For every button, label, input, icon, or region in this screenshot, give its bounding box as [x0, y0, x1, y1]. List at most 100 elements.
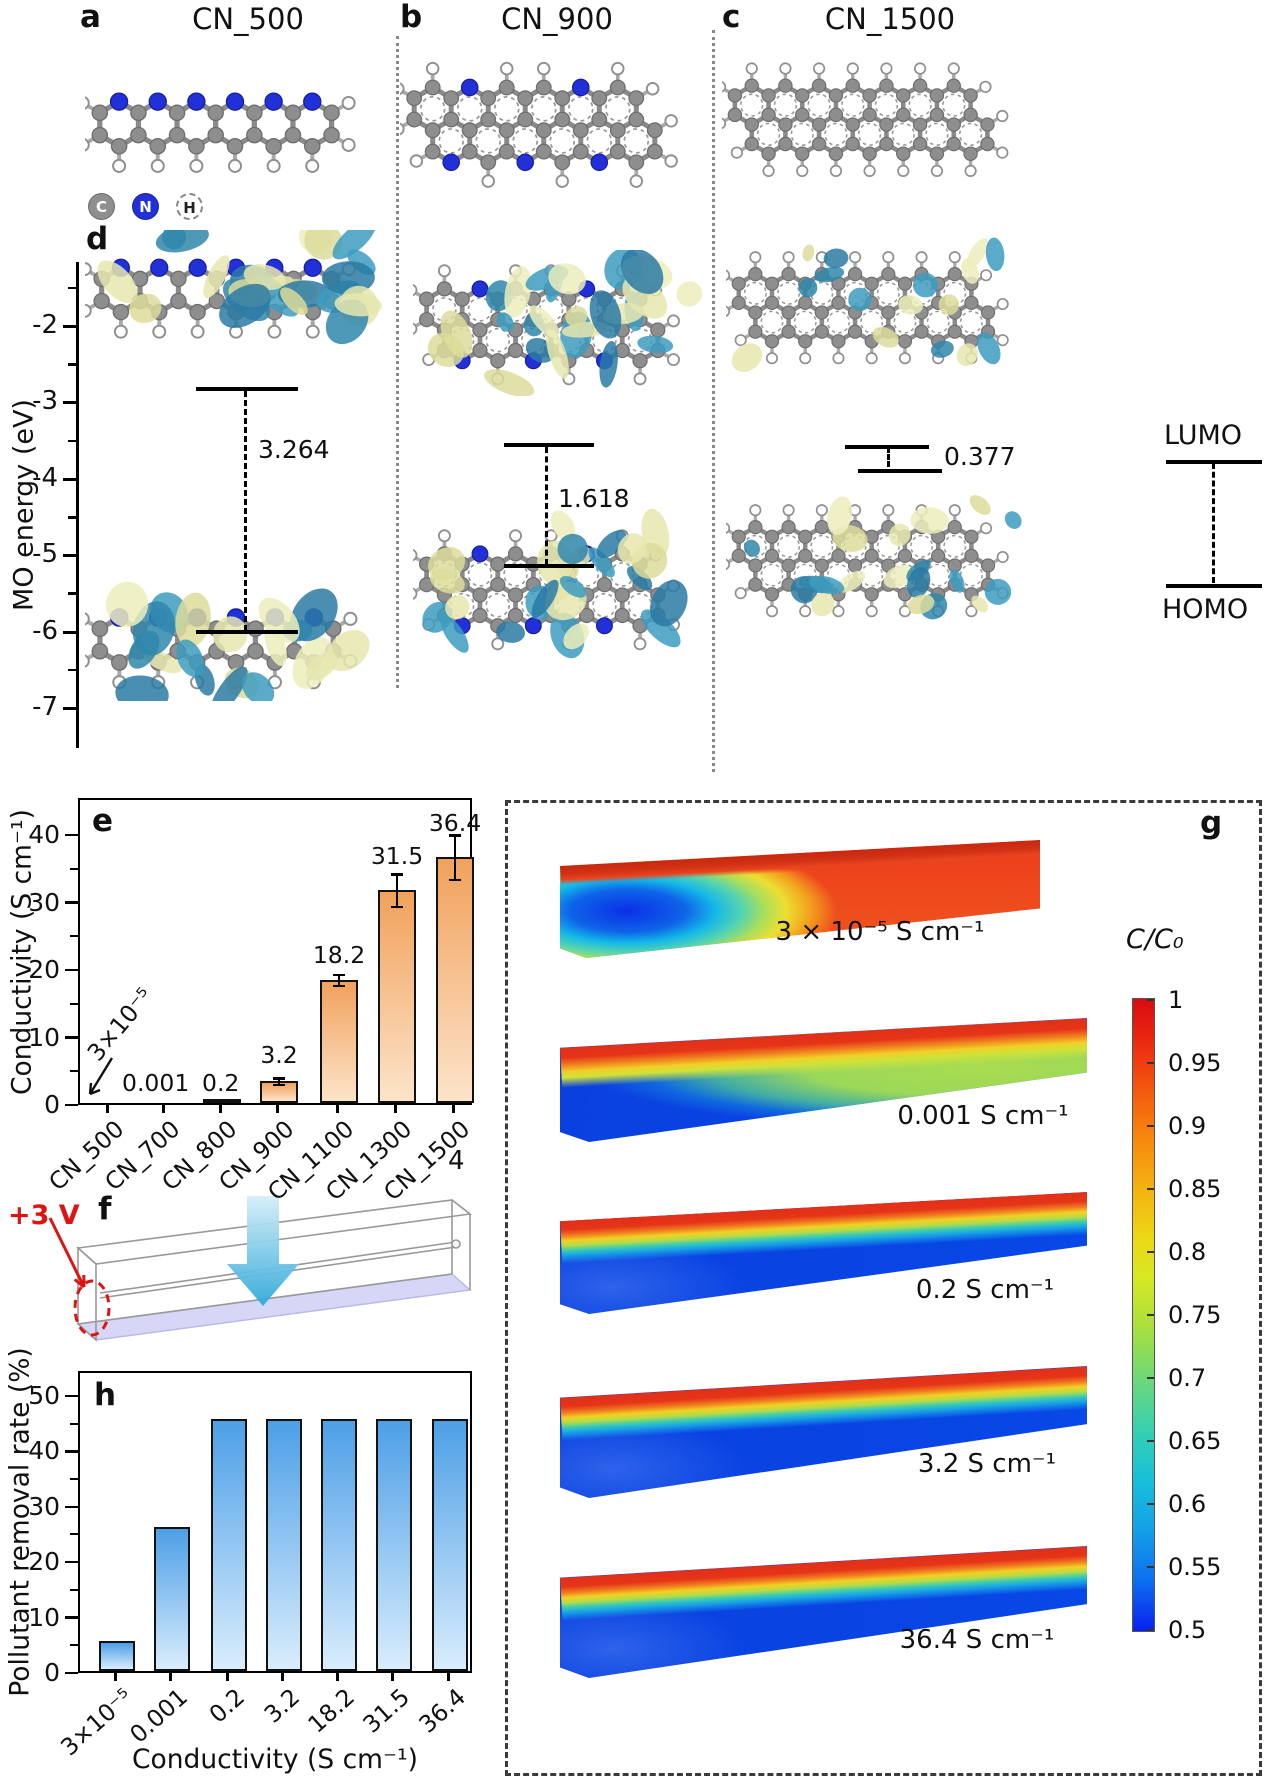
axis-tick [65, 1103, 78, 1107]
flow-arrow-icon [227, 1196, 299, 1306]
voltage-arrow-icon [48, 1217, 86, 1289]
bar [436, 857, 474, 1103]
axis-tick [63, 707, 76, 710]
error-bar-cap [449, 834, 461, 837]
contour-label-3: 0.2 S cm⁻¹ [915, 1275, 1055, 1305]
mo-energy-axis [76, 262, 79, 748]
error-bar-cap [449, 878, 461, 882]
contour-label-2: 0.001 S cm⁻¹ [897, 1101, 1069, 1131]
axis-tick-label: 20 [28, 955, 60, 985]
homo-label: HOMO [1162, 594, 1249, 625]
conductivity-xaxis-title: Conductivity (S cm⁻¹) [132, 1744, 418, 1775]
error-bar [277, 1077, 281, 1084]
conductivity-axis-title: Conductivity (S cm⁻¹) [6, 809, 38, 1095]
axis-tick [63, 554, 76, 558]
error-bar [337, 973, 341, 985]
axis-tick-label: -5 [32, 539, 58, 570]
axis-tick-label: -7 [32, 692, 58, 722]
axis-tick [162, 1105, 165, 1113]
orbital-cn1500-homo [718, 483, 1034, 635]
category-label: 0.2 [203, 1682, 250, 1729]
contour-label-1: 3 × 10⁻⁵ S cm⁻¹ [775, 917, 985, 947]
axis-tick-label: 0 [44, 1090, 60, 1119]
lumo-homo-dashed-line [1212, 463, 1215, 583]
axis-tick [63, 477, 76, 481]
axis-tick [114, 1673, 117, 1681]
axis-minor-tick [70, 1070, 78, 1073]
molecule-cn900 [391, 50, 706, 196]
error-bar-cap [273, 1083, 285, 1087]
panel-b-label: b [400, 0, 423, 35]
axis-tick [63, 401, 76, 405]
axis-tick [65, 1616, 78, 1619]
panel-d-label: d [86, 221, 109, 257]
axis-minor-tick [70, 1533, 78, 1536]
error-bar-cap [391, 873, 403, 876]
axis-tick [226, 1673, 229, 1681]
colorbar-tick-label: 0.85 [1168, 1175, 1222, 1203]
mo-energy-axis-title: MO energy (eV) [8, 399, 40, 611]
error-bar-cap [273, 1077, 285, 1080]
colorbar-tick [1147, 1566, 1154, 1568]
orbital-cn900-lumo [404, 247, 707, 397]
axis-tick-label: -2 [32, 310, 58, 340]
axis-tick [65, 1036, 78, 1039]
colorbar-tick [1147, 1314, 1154, 1316]
bar [321, 1418, 357, 1671]
colorbar-tick [1147, 999, 1154, 1001]
panel-a-title: CN_500 [192, 2, 304, 36]
aromatic-ring-circles [740, 93, 983, 146]
orbital-cn1500-lumo [718, 220, 1034, 392]
cn1500-lumo-level-line [845, 445, 929, 449]
bar [320, 980, 358, 1103]
molecule-cn1500 [713, 38, 1034, 198]
bar-value-label: 36.4 [428, 809, 482, 837]
axis-tick [65, 1671, 78, 1675]
carbon-legend-chip: C [88, 193, 115, 220]
colorbar-title: C/C₀ [1126, 924, 1184, 955]
bar [99, 1640, 135, 1671]
axis-tick-label: -4 [32, 462, 58, 493]
bar [154, 1526, 190, 1671]
axis-minor-tick [68, 592, 76, 595]
orbital-lobes [97, 219, 382, 345]
lumo-label: LUMO [1164, 420, 1243, 451]
error-bar-cap [333, 973, 345, 977]
cn1500-homo-level-line [858, 469, 942, 473]
orbital-lobes [743, 495, 1022, 620]
axis-tick-label: 40 [28, 820, 60, 850]
axis-minor-tick [70, 1588, 78, 1591]
axis-minor-tick [68, 439, 76, 443]
colorbar-tick-label: 0.5 [1168, 1616, 1207, 1644]
category-label: 36.4 [413, 1682, 471, 1739]
axis-tick [447, 1673, 450, 1681]
colorbar-tick [1147, 1629, 1154, 1631]
nitrogen-atoms [109, 92, 322, 111]
category-label: 0.001 [123, 1682, 193, 1749]
contour-label-5: 36.4 S cm⁻¹ [899, 1625, 1055, 1655]
colorbar-tick-label: 1 [1168, 986, 1184, 1014]
axis-tick-label: 40 [28, 1436, 60, 1466]
error-bar [395, 873, 399, 906]
colorbar-tick [1147, 1125, 1154, 1127]
nitrogen-atoms [442, 78, 609, 172]
axis-tick [63, 325, 76, 328]
orbital-lobes [105, 581, 370, 716]
axis-tick-label: 0 [44, 1658, 60, 1687]
axis-tick [394, 1105, 397, 1113]
error-bar-cap [391, 905, 403, 909]
colorbar-tick-label: 0.95 [1168, 1049, 1222, 1077]
axis-tick [65, 1394, 78, 1398]
category-label: 18.2 [302, 1682, 360, 1739]
nitrogen-atoms [111, 258, 322, 277]
cn500-gap-dashed-line [244, 391, 247, 631]
axis-tick [65, 833, 78, 837]
axis-tick-label: -3 [32, 386, 58, 417]
orbital-cn900-homo [404, 498, 707, 678]
cn500-lumo-level-line [196, 387, 298, 391]
homo-level-line [1166, 584, 1262, 588]
bar-value-label: 0.001 [122, 1069, 190, 1097]
carbon-atoms [406, 79, 663, 171]
axis-minor-tick [70, 1478, 78, 1481]
